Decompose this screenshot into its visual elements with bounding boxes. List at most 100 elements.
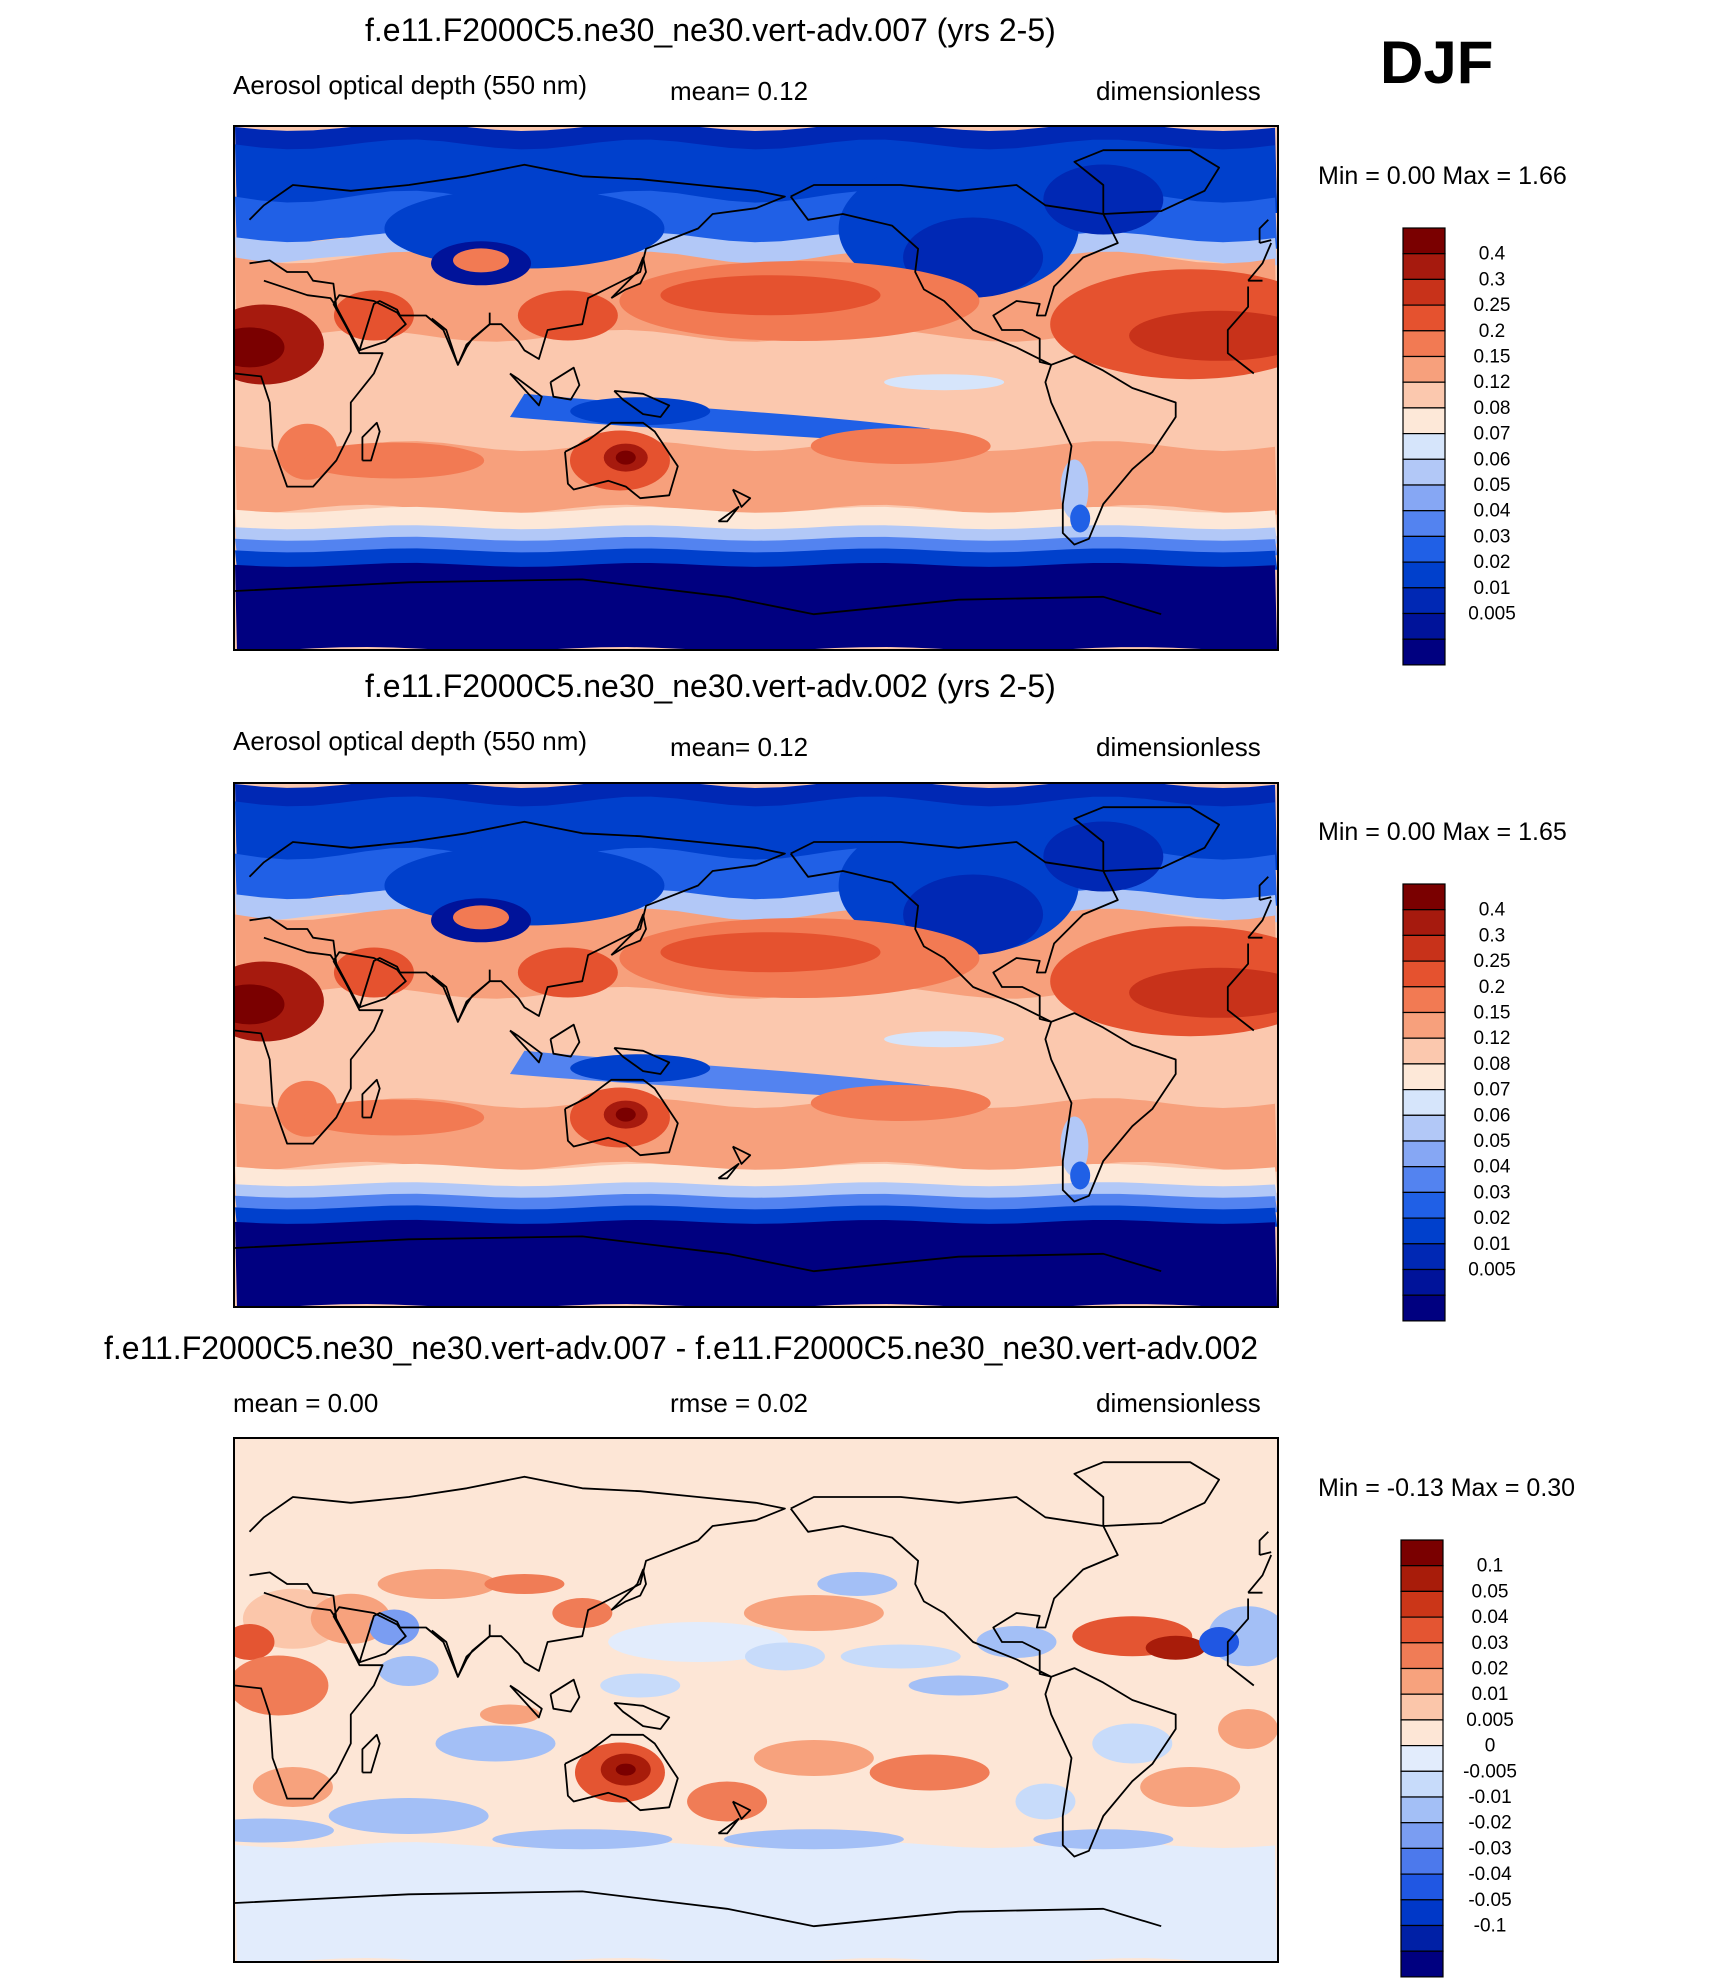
coastlines bbox=[235, 1461, 1273, 1928]
colorbar-tick-label: -0.05 bbox=[1468, 1890, 1511, 1911]
coastline-segment bbox=[731, 1800, 752, 1820]
coastline-segment bbox=[717, 1818, 740, 1835]
coastline-segment bbox=[332, 1606, 407, 1664]
colorbar-swatch bbox=[1402, 1114, 1446, 1142]
contour-blob bbox=[908, 1675, 1009, 1696]
colorbar: 0.1 0.05 0.04 0.03 0.02 0.01 0.005 0 -0.005 -0.01… bbox=[1400, 1539, 1540, 1985]
contour-band bbox=[235, 1193, 1277, 1213]
coastline-segment bbox=[332, 951, 407, 1009]
colorbar-swatch bbox=[1400, 1822, 1444, 1850]
coastline-segment bbox=[549, 1023, 581, 1058]
units-label: dimensionless bbox=[1096, 1388, 1261, 1418]
colorbar-swatch bbox=[1402, 934, 1446, 962]
contour-blob bbox=[1129, 967, 1277, 1018]
colorbar-swatch bbox=[1400, 1873, 1444, 1901]
colorbar-swatch bbox=[1400, 1847, 1444, 1875]
coastline-segment bbox=[1073, 806, 1220, 872]
colorbar-swatch bbox=[1400, 1667, 1444, 1695]
coastline-segment bbox=[1044, 355, 1177, 546]
coastline-segment bbox=[549, 1678, 581, 1713]
contour-blob bbox=[723, 1829, 904, 1850]
colorbar-tick-label: 0.3 bbox=[1479, 925, 1505, 946]
contour-blob bbox=[517, 947, 618, 998]
colorbar-swatch bbox=[1400, 1565, 1444, 1593]
colorbar-tick-label: -0.1 bbox=[1474, 1916, 1507, 1937]
contour-blob bbox=[840, 1644, 961, 1669]
contour-band bbox=[235, 1842, 1277, 1961]
coastline-segment bbox=[431, 312, 491, 366]
coastline-segment bbox=[361, 1078, 381, 1119]
colorbar-svg: 0.4 0.3 0.25 0.2 0.15 0.12 0.08 0.07 0.06 0.05 0.0… bbox=[1402, 227, 1516, 666]
contour-blob bbox=[1015, 1783, 1076, 1820]
colorbar-tick-label: 0.01 bbox=[1474, 578, 1511, 599]
colorbar-tick-label: 0.3 bbox=[1479, 269, 1505, 290]
coastline-segment bbox=[1258, 219, 1272, 244]
colorbar-swatch bbox=[1402, 253, 1446, 281]
contour-blob bbox=[660, 275, 881, 316]
colorbar: 0.4 0.3 0.25 0.2 0.15 0.12 0.08 0.07 0.06 0.05 0.0… bbox=[1402, 883, 1542, 1329]
colorbar-tick-label: -0.02 bbox=[1468, 1813, 1511, 1834]
colorbar-swatch bbox=[1402, 381, 1446, 409]
colorbar-swatch bbox=[1400, 1616, 1444, 1644]
colorbar-tick-label: -0.03 bbox=[1468, 1838, 1511, 1859]
contour-blob bbox=[484, 1574, 565, 1594]
map-canvas bbox=[235, 784, 1277, 1306]
coastline-segment bbox=[431, 1624, 491, 1678]
min-max-label: Min = -0.13 Max = 0.30 bbox=[1318, 1474, 1576, 1502]
colorbar-swatch bbox=[1402, 1140, 1446, 1168]
colorbar-tick-label: 0.25 bbox=[1474, 951, 1511, 972]
contour-blob bbox=[817, 1572, 898, 1596]
contour-blob bbox=[235, 1655, 329, 1716]
coastline-segment bbox=[361, 1733, 381, 1774]
colorbar-swatch bbox=[1402, 909, 1446, 937]
coastline-segment bbox=[789, 184, 1119, 366]
coastline-segment bbox=[610, 1568, 647, 1611]
colorbar-tick-label: 0.01 bbox=[1474, 1234, 1511, 1255]
colorbar-tick-label: 0.2 bbox=[1479, 977, 1505, 998]
colorbar-tick-label: 0.005 bbox=[1466, 1710, 1514, 1731]
contour-blob bbox=[615, 1107, 636, 1122]
colorbar-swatch bbox=[1402, 1191, 1446, 1219]
contour-band bbox=[235, 525, 1277, 544]
contour-blob bbox=[517, 290, 618, 341]
colorbar-tick-label: 0.05 bbox=[1474, 475, 1511, 496]
contour-blob bbox=[884, 1031, 1005, 1048]
coastline-segment bbox=[1073, 1461, 1220, 1527]
contour-blob bbox=[377, 1569, 498, 1599]
contour-band bbox=[235, 1205, 1277, 1227]
variable-label: Aerosol optical depth (550 nm) bbox=[233, 70, 588, 100]
colorbar-tick-label: 0.005 bbox=[1468, 1260, 1516, 1281]
colorbar-tick-label: 0.05 bbox=[1474, 1131, 1511, 1152]
contour-blob bbox=[369, 1609, 420, 1646]
colorbar-tick-label: -0.04 bbox=[1468, 1864, 1512, 1885]
panel-title: f.e11.F2000C5.ne30_ne30.vert-adv.007 - f… bbox=[104, 1330, 1258, 1366]
coastline-segment bbox=[509, 372, 543, 407]
contour-band bbox=[235, 548, 1277, 570]
coastline-segment bbox=[235, 1235, 1162, 1273]
colorbar-tick-label: 0.02 bbox=[1474, 552, 1511, 573]
coastline-segment bbox=[610, 256, 647, 299]
colorbar-swatch bbox=[1402, 355, 1446, 383]
colorbar-swatch bbox=[1402, 986, 1446, 1014]
colorbar-swatch bbox=[1402, 1268, 1446, 1296]
colorbar-tick-label: 0.005 bbox=[1468, 604, 1516, 625]
colorbar-tick-label: -0.005 bbox=[1463, 1761, 1517, 1782]
colorbar-tick-label: 0.12 bbox=[1474, 372, 1511, 393]
colorbar-tick-label: 0.4 bbox=[1479, 900, 1506, 921]
colorbar-swatch bbox=[1402, 407, 1446, 435]
contour-blob bbox=[235, 1818, 334, 1843]
contour-blob bbox=[453, 248, 510, 273]
season-label: DJF bbox=[1380, 29, 1494, 96]
coastline-segment bbox=[431, 969, 491, 1023]
colorbar-swatch bbox=[1402, 1166, 1446, 1194]
units-label: dimensionless bbox=[1096, 76, 1261, 106]
colorbar-swatch bbox=[1402, 1011, 1446, 1039]
panel-title: f.e11.F2000C5.ne30_ne30.vert-adv.007 (yr… bbox=[365, 12, 1056, 48]
rmse-label: rmse = 0.02 bbox=[670, 1388, 809, 1418]
colorbar-tick-label: 0.1 bbox=[1477, 1556, 1503, 1577]
contour-blob bbox=[304, 442, 485, 479]
colorbar-swatch bbox=[1402, 638, 1446, 666]
contour-blob bbox=[660, 932, 881, 973]
colorbar-tick-label: 0.01 bbox=[1472, 1684, 1509, 1705]
coastline-segment bbox=[731, 1145, 752, 1165]
